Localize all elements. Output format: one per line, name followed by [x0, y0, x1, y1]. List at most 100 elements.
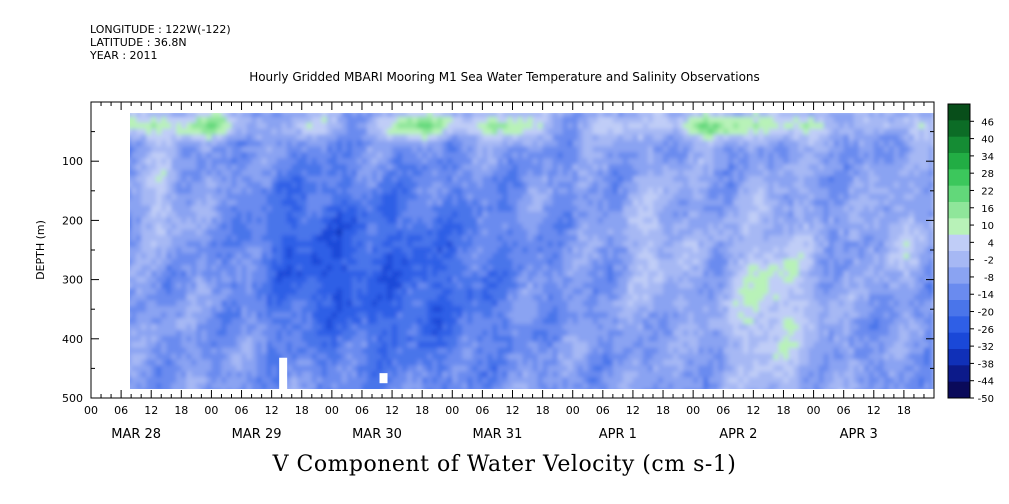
heatmap-cell [336, 247, 343, 254]
heatmap-cell [261, 329, 268, 337]
heatmap-cell [211, 270, 218, 278]
heatmap-cell [637, 211, 644, 219]
heatmap-cell [402, 264, 408, 272]
heatmap-cell [216, 164, 223, 171]
heatmap-cell [326, 187, 333, 195]
heatmap-cell [241, 294, 248, 301]
heatmap-cell [341, 122, 348, 130]
heatmap-cell [537, 300, 544, 307]
heatmap-cell [542, 318, 549, 325]
heatmap-cell [447, 252, 453, 260]
heatmap-cell [382, 270, 388, 278]
heatmap-cell [321, 113, 328, 118]
heatmap-cell [186, 294, 192, 301]
heatmap-cell [216, 270, 223, 278]
heatmap-cell [121, 277, 127, 284]
heatmap-cell [241, 270, 248, 278]
heatmap-cell [592, 187, 599, 195]
heatmap-cell [136, 335, 142, 343]
heatmap-cell [532, 335, 539, 343]
heatmap-cell [206, 176, 213, 183]
heatmap-cell [402, 211, 408, 219]
heatmap-cell [241, 158, 248, 165]
heatmap-cell [336, 187, 343, 195]
heatmap-cell [241, 211, 248, 219]
heatmap-cell [497, 116, 504, 124]
heatmap-cell [377, 264, 383, 272]
heatmap-cell [271, 288, 278, 295]
heatmap-cell [597, 181, 604, 189]
heatmap-cell [437, 170, 443, 177]
heatmap-cell [417, 335, 423, 343]
heatmap-cell [166, 247, 172, 254]
heatmap-cell [301, 282, 308, 290]
heatmap-cell [256, 205, 263, 213]
heatmap-cell [537, 134, 544, 142]
heatmap-cell [432, 116, 438, 124]
heatmap-cell [316, 152, 323, 159]
heatmap-cell [627, 252, 634, 260]
heatmap-cell [512, 252, 519, 260]
heatmap-cell [637, 335, 644, 343]
heatmap-cell [121, 229, 127, 236]
heatmap-cell [221, 199, 228, 207]
heatmap-cell [336, 152, 343, 159]
heatmap-cell [437, 306, 443, 313]
heatmap-cell [241, 383, 248, 389]
heatmap-cell [577, 181, 584, 189]
heatmap-cell [276, 193, 283, 201]
heatmap-cell [341, 140, 348, 147]
heatmap-cell [552, 306, 559, 313]
heatmap-cell [306, 223, 313, 230]
heatmap-cell [482, 235, 489, 242]
heatmap-cell [452, 264, 458, 272]
heatmap-cell [477, 116, 483, 124]
heatmap-cell [532, 134, 539, 142]
heatmap-cell [557, 113, 564, 118]
heatmap-cell [507, 176, 514, 183]
heatmap-cell [286, 371, 293, 378]
heatmap-cell [382, 324, 388, 331]
heatmap-cell [221, 383, 228, 389]
heatmap-cell [306, 146, 313, 153]
heatmap-cell [372, 341, 378, 349]
heatmap-cell [472, 312, 478, 319]
heatmap-cell [336, 353, 343, 361]
heatmap-cell [221, 294, 228, 301]
heatmap-cell [527, 211, 534, 219]
heatmap-cell [567, 306, 574, 313]
heatmap-cell [567, 288, 574, 295]
heatmap-cell [467, 300, 473, 307]
heatmap-cell [592, 252, 599, 260]
heatmap-cell [286, 187, 293, 195]
heatmap-cell [402, 113, 408, 118]
heatmap-cell [422, 335, 428, 343]
heatmap-cell [336, 235, 343, 242]
heatmap-cell [442, 187, 448, 195]
heatmap-cell [331, 113, 338, 118]
heatmap-cell [537, 353, 544, 361]
heatmap-cell [306, 294, 313, 301]
heatmap-cell [151, 264, 157, 272]
heatmap-cell [632, 258, 639, 266]
heatmap-cell [547, 294, 554, 301]
heatmap-cell [331, 365, 338, 372]
heatmap-cell [246, 365, 253, 372]
heatmap-cell [306, 329, 313, 337]
heatmap-cell [612, 128, 619, 136]
heatmap-cell [301, 288, 308, 295]
heatmap-cell [301, 306, 308, 313]
heatmap-cell [377, 205, 383, 213]
heatmap-cell [136, 181, 142, 189]
heatmap-cell [462, 335, 468, 343]
heatmap-cell [407, 164, 413, 171]
heatmap-cell [562, 282, 569, 290]
heatmap-cell [482, 146, 489, 153]
heatmap-cell [567, 187, 574, 195]
heatmap-cell [121, 188, 127, 195]
heatmap-cell [130, 252, 132, 260]
heatmap-cell [356, 258, 363, 266]
heatmap-cell [437, 140, 443, 147]
heatmap-cell [171, 241, 177, 248]
heatmap-cell [201, 164, 208, 171]
